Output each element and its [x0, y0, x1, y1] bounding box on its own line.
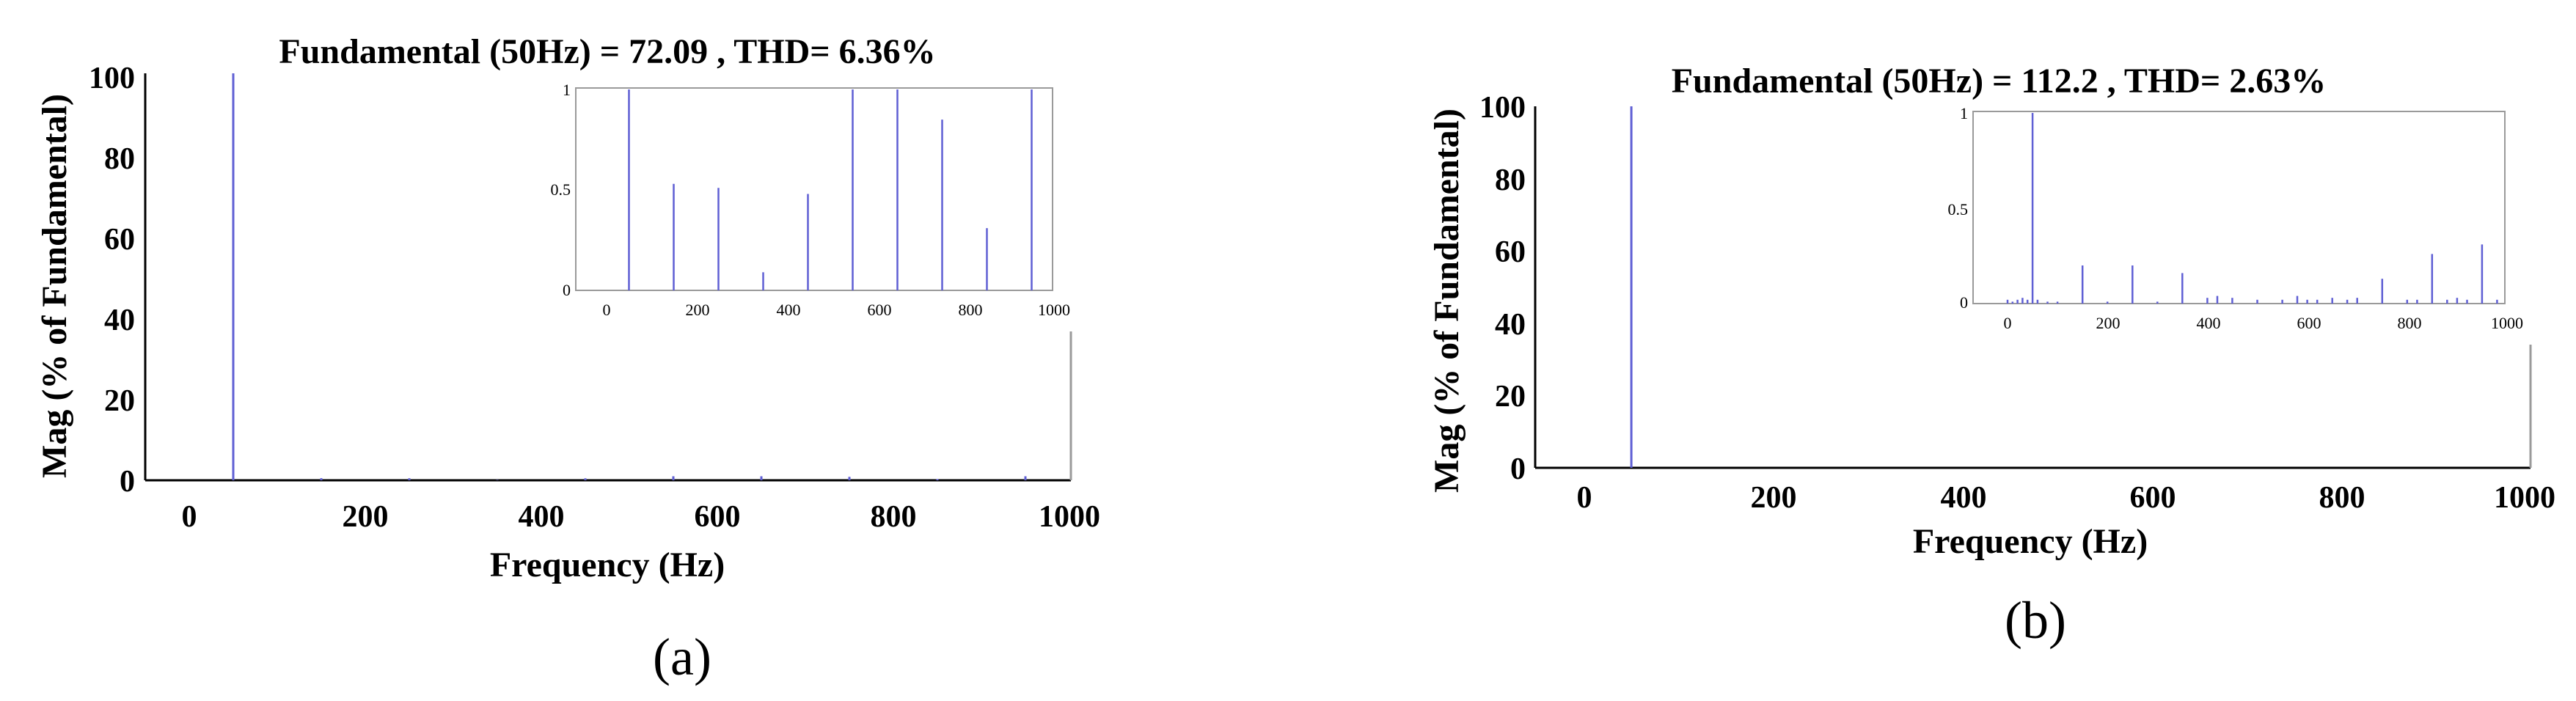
panel-b-ytick: 40 — [1495, 308, 1526, 342]
panel-a-ytick: 60 — [104, 223, 135, 257]
panel-b-ytick: 20 — [1495, 380, 1526, 414]
panel-a-ytick: 40 — [104, 304, 135, 337]
panel-a-x-ticks: 0 200 400 600 800 1000 — [182, 500, 1101, 534]
panel-b-inset-bars — [2006, 113, 2498, 304]
panel-b-inset-xtick: 600 — [2297, 314, 2321, 332]
panel-b-ytick: 0 — [1510, 452, 1526, 486]
panel-b-inset-ytick: 1 — [1960, 104, 1968, 122]
panel-a-ytick: 20 — [104, 384, 135, 418]
panel-a-ytick: 80 — [104, 142, 135, 176]
panel-a-ytick: 100 — [89, 62, 135, 95]
panel-b-inset-x-ticks: 0 200 400 600 800 1000 — [2004, 314, 2524, 332]
panel-a-y-ticks: 0 20 40 60 80 100 — [89, 62, 135, 499]
panel-a-inset-bars — [628, 89, 1033, 290]
panel-b-xtick: 800 — [2319, 481, 2365, 515]
panel-a-inset-xtick: 400 — [777, 301, 801, 319]
panel-b-inset-ytick: 0 — [1960, 293, 1968, 312]
panel-b-inset-xtick: 800 — [2398, 314, 2422, 332]
panel-b-inset-ytick: 0.5 — [1948, 200, 1969, 219]
panel-a-xtick: 0 — [182, 500, 197, 534]
panel-a-inset: 0 0.5 1 0 200 400 600 800 1000 — [551, 81, 1071, 319]
panel-a-inset-ytick: 1 — [563, 81, 571, 99]
panel-a-xtick: 600 — [695, 500, 741, 534]
panel-b-ylabel: Mag (% of Fundamental) — [1427, 109, 1466, 493]
panel-b-y-ticks: 0 20 40 60 80 100 — [1479, 91, 1526, 486]
panel-b-xtick: 400 — [1941, 481, 1987, 515]
panel-a-inset-y-ticks: 0 0.5 1 — [551, 81, 571, 299]
panel-b-xlabel: Frequency (Hz) — [1913, 522, 2148, 561]
panel-b-ytick: 80 — [1495, 164, 1526, 197]
panel-a-inset-frame — [575, 87, 1053, 291]
panel-a-label: (a) — [653, 628, 711, 686]
panel-a-xlabel: Frequency (Hz) — [490, 546, 725, 584]
panel-b-xtick: 200 — [1751, 481, 1797, 515]
panel-a-inset-xtick: 200 — [686, 301, 710, 319]
panel-b-ytick: 60 — [1495, 235, 1526, 269]
panel-a: Fundamental (50Hz) = 72.09 , THD= 6.36% … — [35, 32, 1100, 686]
panel-a-inset-ytick: 0 — [563, 281, 571, 299]
panel-a-ytick: 0 — [120, 465, 135, 499]
panel-b-inset-frame — [1972, 111, 2506, 304]
panel-b: Fundamental (50Hz) = 112.2 , THD= 2.63% … — [1427, 62, 2555, 650]
panel-a-bars — [232, 73, 1027, 480]
panel-b-title: Fundamental (50Hz) = 112.2 , THD= 2.63% — [1672, 62, 2327, 100]
panel-a-title: Fundamental (50Hz) = 72.09 , THD= 6.36% — [279, 32, 935, 71]
panel-a-ylabel: Mag (% of Fundamental) — [35, 94, 74, 478]
panel-a-inset-xtick: 600 — [868, 301, 892, 319]
panel-b-inset-xtick: 0 — [2004, 314, 2012, 332]
panel-b-inset-xtick: 1000 — [2491, 314, 2523, 332]
panel-b-xtick: 600 — [2130, 481, 2176, 515]
panel-a-inset-xtick: 0 — [603, 301, 611, 319]
panel-a-xtick: 400 — [519, 500, 565, 534]
panel-a-xtick: 200 — [343, 500, 389, 534]
panel-a-xtick: 1000 — [1039, 500, 1100, 534]
panel-b-x-ticks: 0 200 400 600 800 1000 — [1577, 481, 2556, 515]
panel-a-inset-x-ticks: 0 200 400 600 800 1000 — [603, 301, 1071, 319]
panel-b-inset-xtick: 400 — [2197, 314, 2221, 332]
panel-a-inset-xtick: 1000 — [1038, 301, 1070, 319]
panel-b-inset-y-ticks: 0 0.5 1 — [1948, 104, 1969, 312]
panel-b-inset: 0 0.5 1 0 200 400 600 800 1000 — [1948, 104, 2524, 332]
panel-b-label: (b) — [2005, 591, 2066, 650]
panel-b-xtick: 1000 — [2494, 481, 2555, 515]
panel-b-inset-xtick: 200 — [2096, 314, 2121, 332]
panel-a-inset-xtick: 800 — [959, 301, 983, 319]
panel-b-xtick: 0 — [1577, 481, 1592, 515]
panel-a-xtick: 800 — [871, 500, 917, 534]
panel-b-ytick: 100 — [1479, 91, 1526, 125]
panel-a-inset-ytick: 0.5 — [551, 180, 571, 199]
